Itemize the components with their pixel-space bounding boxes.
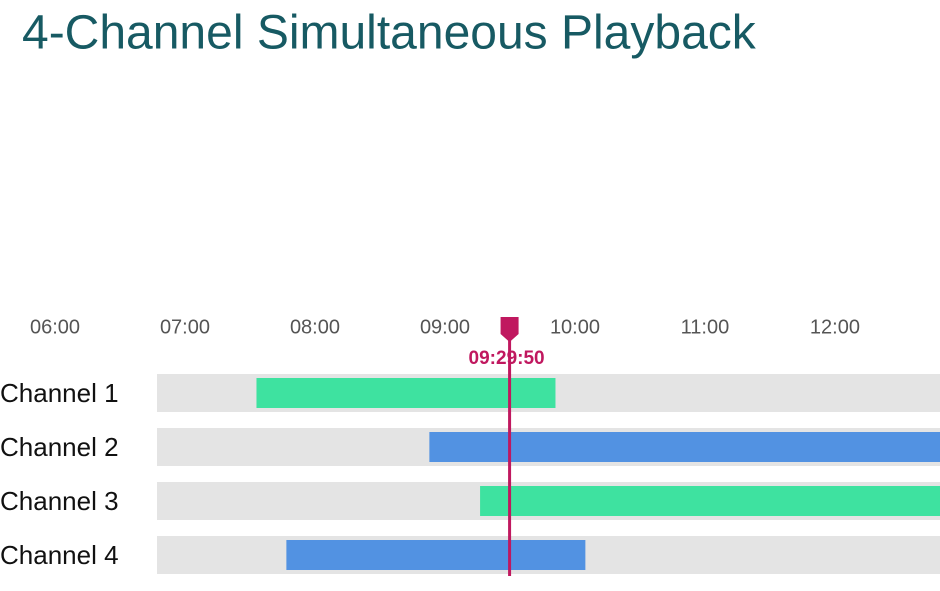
title: 4-Channel Simultaneous Playback — [22, 7, 757, 60]
channel-label: Channel 4 — [0, 540, 119, 570]
time-tick-label: 09:00 — [420, 316, 470, 338]
recording-segment — [480, 486, 940, 516]
time-tick-label: 06:00 — [30, 316, 80, 338]
time-tick-label: 11:00 — [681, 316, 730, 338]
channel-label: Channel 2 — [0, 432, 119, 462]
playhead-time: 09:29:50 — [469, 348, 545, 369]
recording-segment — [256, 378, 556, 408]
recording-segment — [286, 540, 586, 570]
recording-segment — [429, 432, 940, 462]
playhead-handle — [500, 317, 519, 342]
channel-label: Channel 1 — [0, 378, 119, 408]
time-tick-label: 08:00 — [290, 316, 340, 338]
time-tick-label: 12:00 — [810, 316, 860, 338]
time-tick-label: 10:00 — [550, 316, 600, 338]
time-tick-label: 07:00 — [160, 316, 210, 338]
channel-label: Channel 3 — [0, 486, 119, 516]
